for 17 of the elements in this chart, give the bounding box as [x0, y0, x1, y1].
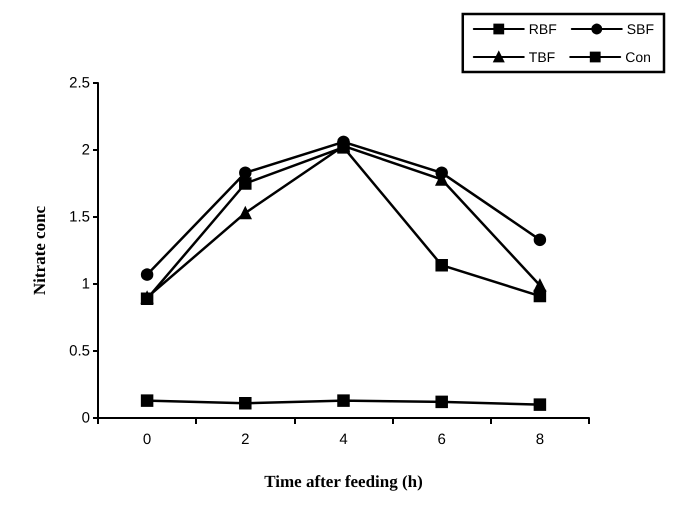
- legend-label: TBF: [528, 49, 556, 65]
- x-tick-label: 4: [339, 431, 348, 448]
- legend-label: Con: [625, 49, 651, 65]
- legend-label: SBF: [626, 21, 654, 37]
- y-tick-label: 1.5: [69, 208, 90, 226]
- y-tick-label: 0.5: [69, 342, 90, 360]
- y-tick-label: 1: [82, 276, 90, 292]
- x-tick-label: 8: [536, 431, 544, 448]
- y-tick-label: 2: [82, 142, 90, 158]
- x-tick-label: 6: [438, 431, 446, 448]
- x-axis-title: Time after feeding (h): [264, 472, 423, 491]
- y-tick-label: 0: [82, 410, 90, 426]
- legend-label: RBF: [528, 21, 557, 37]
- x-tick-label: 0: [142, 431, 152, 448]
- y-axis-title: Nitrate conc: [30, 205, 49, 296]
- y-tick-label: 2.5: [69, 74, 90, 92]
- x-tick-label: 2: [241, 431, 250, 448]
